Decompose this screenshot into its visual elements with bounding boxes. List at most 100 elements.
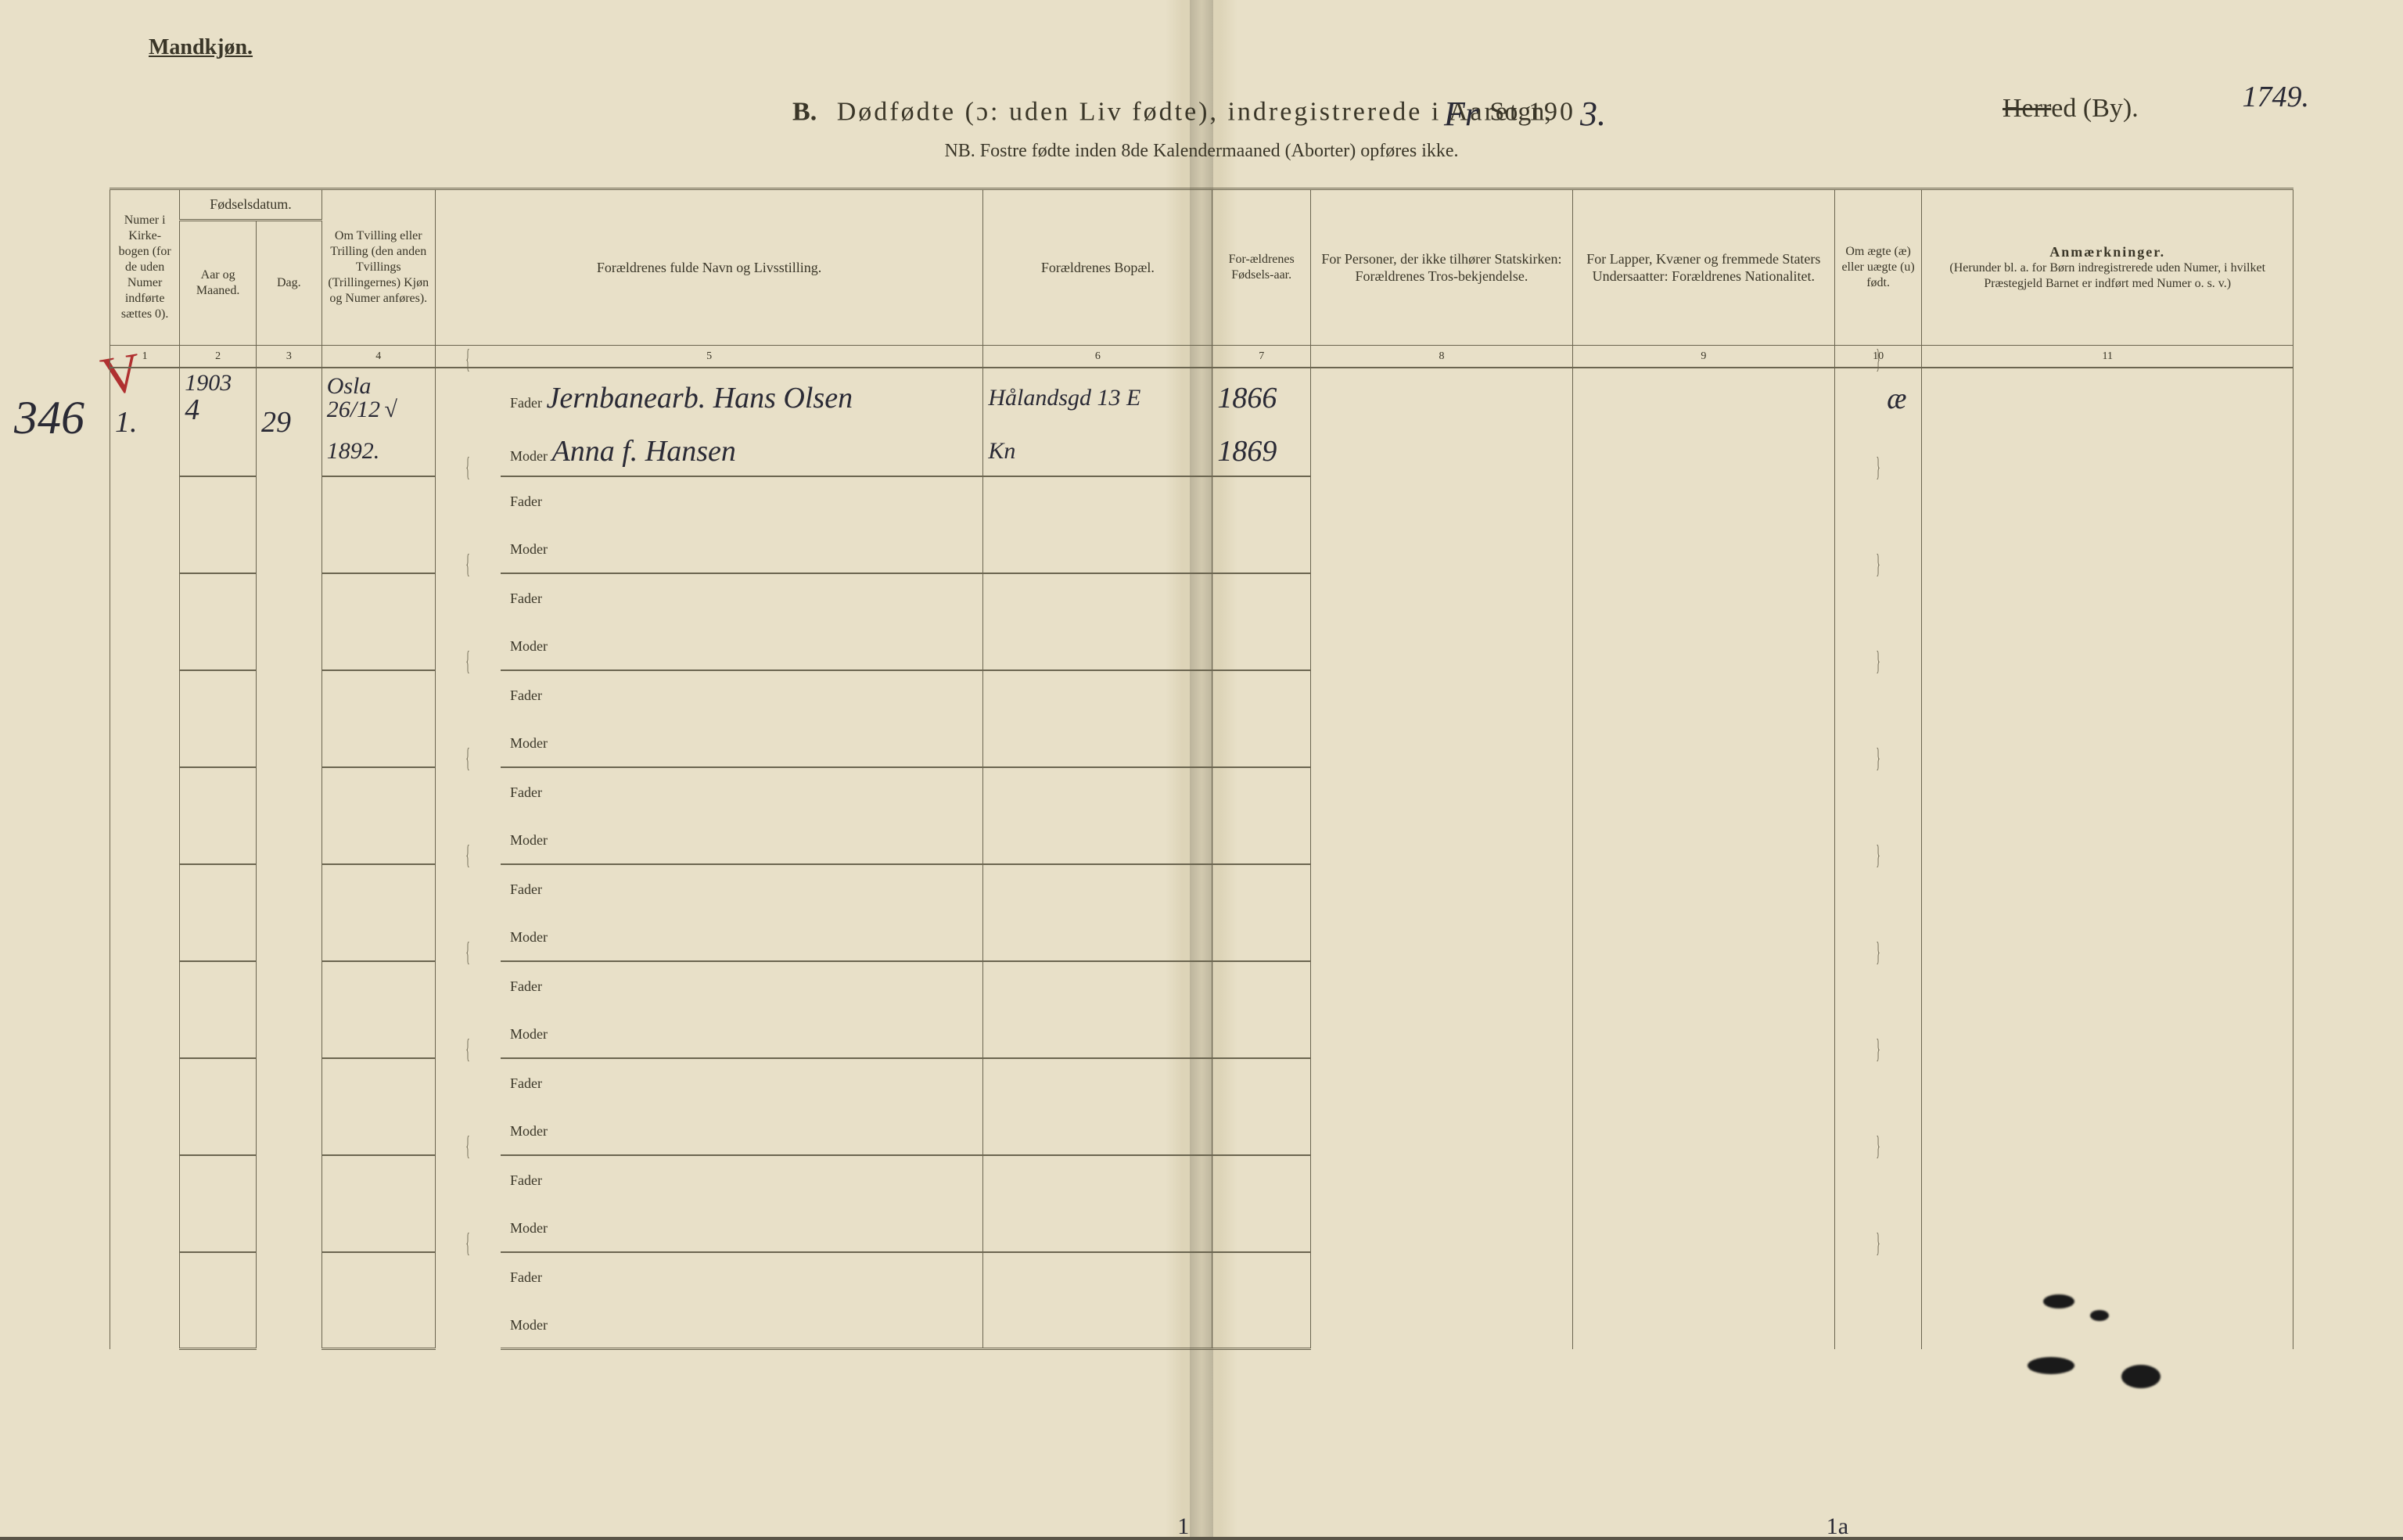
table-row: {Fader }	[110, 961, 2293, 1010]
cell-birthyear	[1212, 670, 1311, 719]
table-row: {Fader }	[110, 864, 2293, 913]
cell-nationality	[1572, 1155, 1834, 1252]
cell-day	[256, 476, 321, 573]
cell-year-month	[180, 961, 257, 1010]
cell-remarks	[1922, 1252, 2293, 1349]
cell-residence	[983, 1155, 1212, 1204]
col-header-5: Forældrenes fulde Navn og Livsstilling.	[435, 189, 983, 346]
cell-year-month	[180, 1010, 257, 1058]
cell-faith	[1310, 368, 1572, 476]
cell-year-month	[180, 864, 257, 913]
cell-remarks	[1922, 368, 2293, 476]
cell-faith	[1310, 864, 1572, 961]
sogn-group: Fr Sogn,	[1439, 94, 1551, 134]
colnum: 3	[256, 346, 321, 368]
cell-year-month	[180, 1252, 257, 1301]
table-row: {Fader }	[110, 670, 2293, 719]
cell-rownum	[110, 1058, 180, 1155]
cell-day	[256, 1252, 321, 1349]
cell-residence	[983, 622, 1212, 670]
table-body: 1.1903429Osla 26/12 √{Fader Jernbanearb.…	[110, 368, 2293, 1349]
cell-year-month	[180, 622, 257, 670]
cell-birthyear	[1212, 864, 1311, 913]
cell-twin: Osla 26/12 √	[321, 368, 435, 428]
cell-twin	[321, 1301, 435, 1349]
cell-birthyear	[1212, 1107, 1311, 1155]
cell-rownum	[110, 1252, 180, 1349]
cell-remarks	[1922, 1058, 2293, 1155]
cell-remarks	[1922, 961, 2293, 1058]
cell-nationality	[1572, 368, 1834, 476]
cell-twin	[321, 913, 435, 961]
cell-father-name: Fader	[501, 864, 983, 913]
cell-faith	[1310, 1252, 1572, 1349]
table-row: {Fader }	[110, 476, 2293, 525]
cell-birthyear	[1212, 622, 1311, 670]
cell-rownum	[110, 1155, 180, 1252]
cell-day	[256, 767, 321, 864]
cell-twin: 1892.	[321, 428, 435, 476]
cell-year-month	[180, 767, 257, 816]
cell-residence	[983, 525, 1212, 573]
cell-mother-name: Moder	[501, 1010, 983, 1058]
cell-day	[256, 1058, 321, 1155]
cell-residence	[983, 1252, 1212, 1301]
cell-residence	[983, 476, 1212, 525]
cell-twin	[321, 573, 435, 622]
sogn-label: Sogn,	[1490, 97, 1551, 126]
cell-day	[256, 573, 321, 670]
cell-father-name: Fader	[501, 670, 983, 719]
cell-faith	[1310, 573, 1572, 670]
cell-residence	[983, 816, 1212, 864]
cell-rownum	[110, 864, 180, 961]
cell-residence	[983, 573, 1212, 622]
cell-year-month	[180, 913, 257, 961]
cell-mother-name: Moder	[501, 816, 983, 864]
colnum: 2	[180, 346, 257, 368]
cell-twin	[321, 476, 435, 525]
cell-twin	[321, 1010, 435, 1058]
cell-birthyear	[1212, 1010, 1311, 1058]
cell-birthyear	[1212, 1301, 1311, 1349]
cell-mother-name: Moder	[501, 913, 983, 961]
col-header-7: For-ældrenes Fødsels-aar.	[1212, 189, 1311, 346]
bottom-mark-2: 1a	[1826, 1513, 1848, 1540]
cell-residence	[983, 1010, 1212, 1058]
table-row: {Fader }	[110, 573, 2293, 622]
cell-birthyear	[1212, 767, 1311, 816]
cell-twin	[321, 670, 435, 719]
herred-group: Herred (By).	[2002, 94, 2139, 124]
cell-birthyear	[1212, 961, 1311, 1010]
colnum: 9	[1572, 346, 1834, 368]
col-header-8: For Personer, der ikke tilhører Statskir…	[1310, 189, 1572, 346]
cell-father-name: Fader Jernbanearb. Hans Olsen	[501, 368, 983, 428]
cell-birthyear	[1212, 476, 1311, 525]
herred-rest: ed (By).	[2051, 94, 2138, 123]
col-header-10: Om ægte (æ) eller uægte (u) født.	[1834, 189, 1922, 346]
cell-nationality	[1572, 767, 1834, 864]
cell-mother-name: Moder	[501, 525, 983, 573]
cell-residence	[983, 961, 1212, 1010]
cell-twin	[321, 1058, 435, 1107]
cell-remarks	[1922, 573, 2293, 670]
colnum: 5	[435, 346, 983, 368]
cell-year-month	[180, 1155, 257, 1204]
table-row: {Fader }	[110, 1252, 2293, 1301]
cell-birthyear: 1869	[1212, 428, 1311, 476]
cell-twin	[321, 864, 435, 913]
cell-residence: Kn	[983, 428, 1212, 476]
cell-father-name: Fader	[501, 573, 983, 622]
cell-year-month	[180, 1107, 257, 1155]
cell-rownum	[110, 476, 180, 573]
cell-twin	[321, 719, 435, 767]
colnum: 4	[321, 346, 435, 368]
cell-birthyear: 1866	[1212, 368, 1311, 428]
cell-birthyear	[1212, 525, 1311, 573]
cell-twin	[321, 622, 435, 670]
cell-day	[256, 670, 321, 767]
cell-year-month	[180, 1204, 257, 1252]
table-row: {Fader }	[110, 767, 2293, 816]
cell-residence	[983, 1204, 1212, 1252]
cell-remarks	[1922, 1155, 2293, 1252]
margin-number-handwritten: 346	[14, 391, 84, 445]
